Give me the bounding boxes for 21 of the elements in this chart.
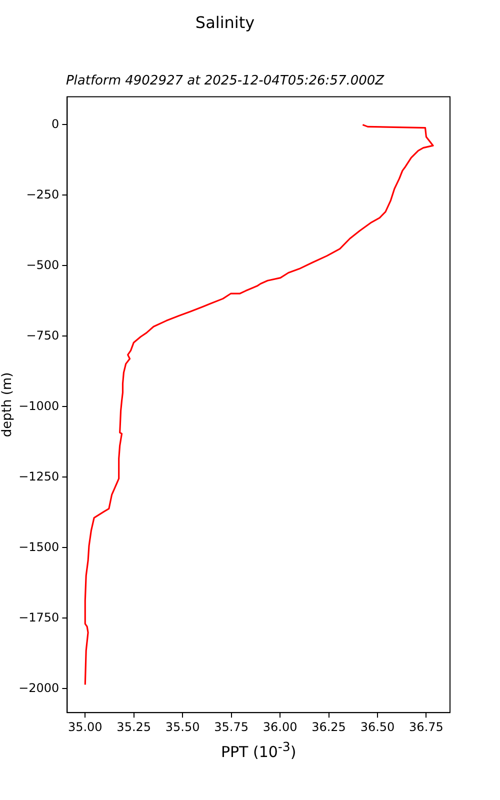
y-tick-label: −1750 [18,610,60,624]
y-tick-label: −2000 [18,680,60,695]
x-tick-label: 36.00 [262,720,298,734]
y-axis-title: depth (m) [0,372,16,438]
x-tick-label: 35.75 [214,720,248,734]
y-tick-label: −1000 [18,398,60,413]
x-tick-label: 35.00 [68,720,102,734]
x-axis-title: PPT (10$^{-3}$) [220,738,296,761]
y-tick-label: −1500 [18,540,60,554]
x-tick-label: 36.25 [312,720,346,734]
x-tick-label: 35.50 [165,720,200,734]
x-tick-label: 35.25 [116,720,152,734]
x-tick-label: 36.50 [360,720,395,734]
chart-subtitle: Platform 4902927 at 2025-12-04T05:26:57.000Z [66,73,386,88]
y-tick-label: −250 [26,187,60,202]
y-tick-label: 0 [52,116,60,131]
y-tick-label: −500 [26,258,60,272]
x-tick-label: 36.75 [409,720,444,734]
y-tick-label: −1250 [18,469,60,484]
y-tick-label: −750 [26,328,60,342]
chart-title: Salinity [195,12,255,32]
